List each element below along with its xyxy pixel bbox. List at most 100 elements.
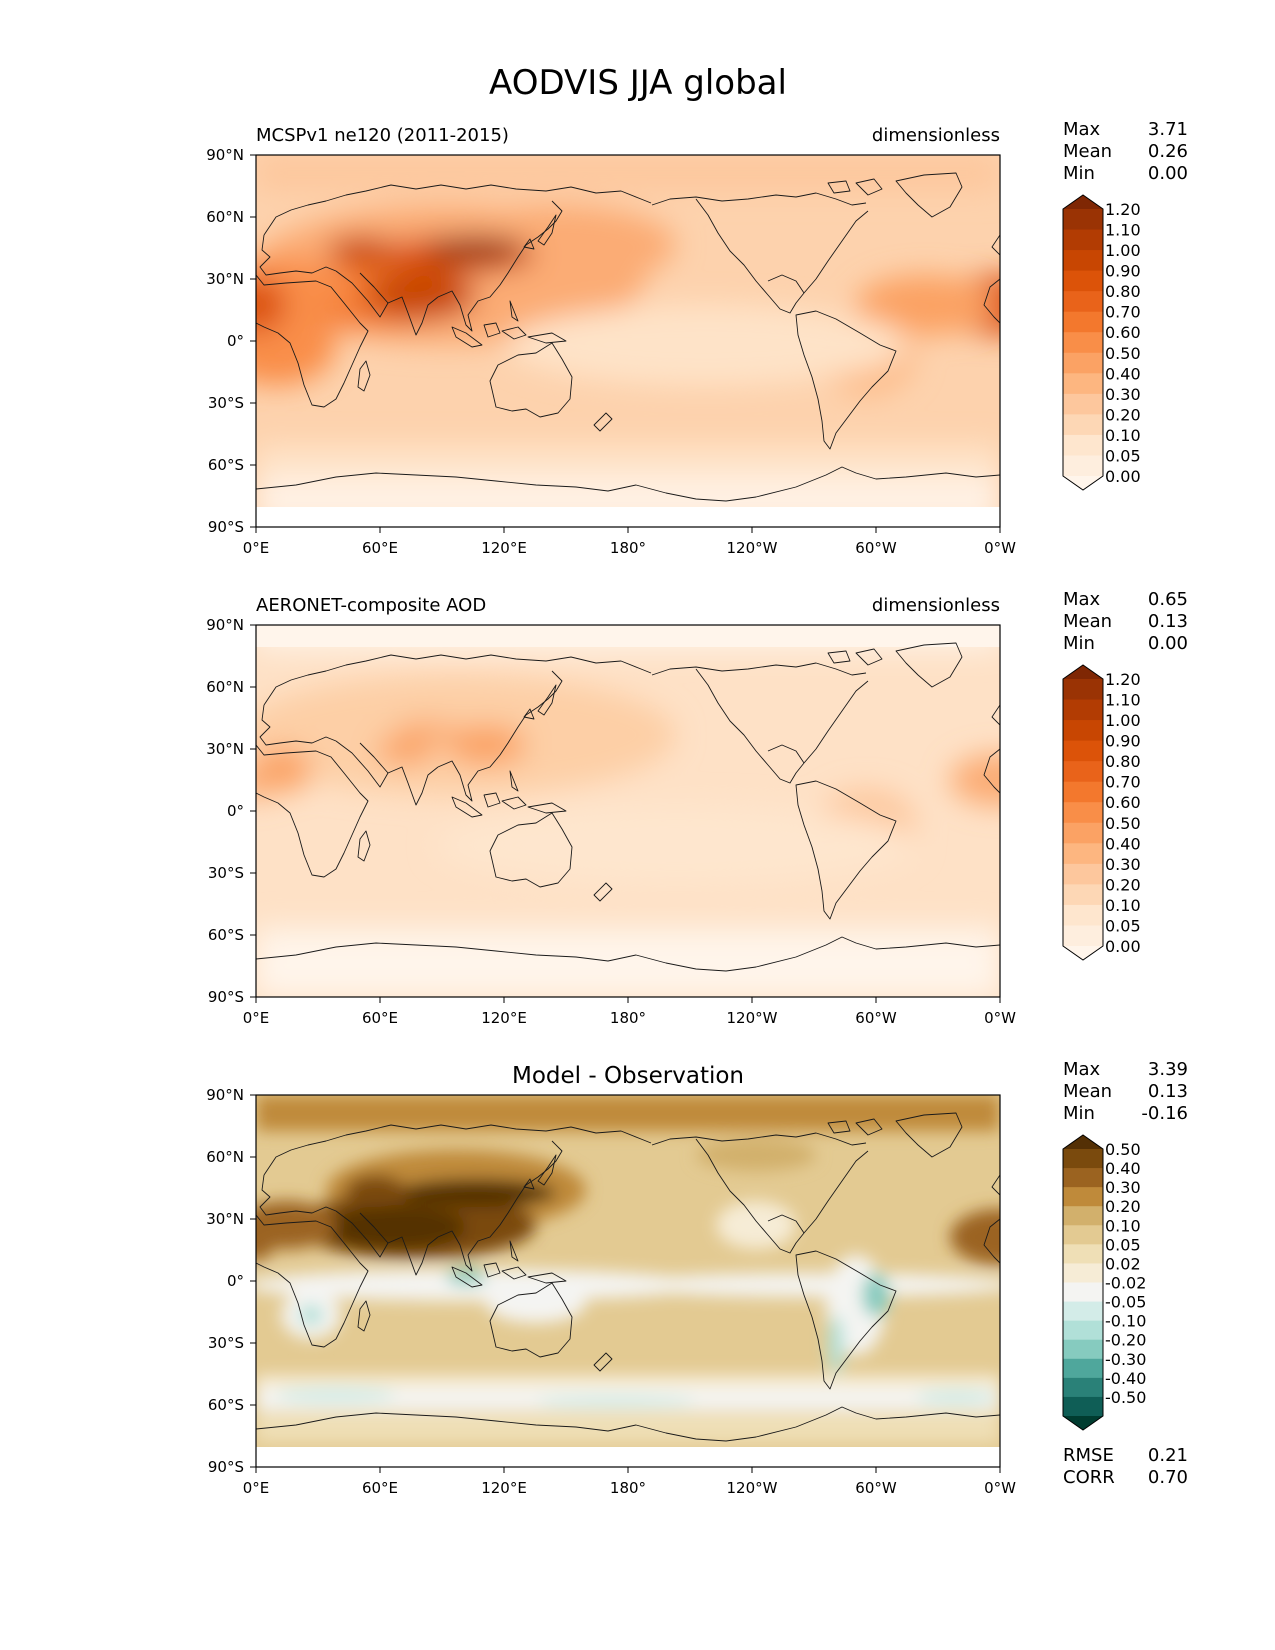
panel-left-title: AERONET-composite AOD (256, 595, 486, 616)
colorbar-tick-label: 0.50 (1105, 344, 1141, 363)
lat-tick: 60°S (208, 456, 256, 474)
panel-diff: 90°N 60°N 30°N 0° 30°S 60°S 90°S 0°E 60°… (206, 1063, 1016, 1497)
lat-tick: 60°N (206, 208, 256, 226)
svg-text:90°S: 90°S (208, 1458, 244, 1476)
svg-text:60°W: 60°W (855, 1009, 897, 1027)
colorbar-tick-label: 0.20 (1105, 875, 1141, 894)
svg-text:60°W: 60°W (855, 1479, 897, 1497)
colorbar-swatch (1063, 291, 1103, 313)
colorbar-tick-label: 1.00 (1105, 711, 1141, 730)
lat-tick: 0° (227, 332, 256, 350)
stats-diff: Max 3.39 Mean 0.13 Min -0.16 (1063, 1059, 1188, 1124)
lon-tick: 180° (610, 527, 646, 557)
svg-text:0°W: 0°W (984, 539, 1016, 557)
colorbar-tick-label: 0.05 (1105, 916, 1141, 935)
lon-tick: 60°W (855, 1467, 897, 1497)
colorbar-swatch (1063, 1320, 1103, 1341)
colorbar-tick-label: -0.40 (1105, 1369, 1146, 1388)
lon-tick: 120°W (727, 1467, 778, 1497)
lon-tick: 120°E (481, 1467, 527, 1497)
svg-text:Mean: Mean (1063, 1081, 1112, 1102)
colorbar-swatch (1063, 1377, 1103, 1398)
lon-tick: 0°E (243, 1467, 269, 1497)
colorbar-swatch (1063, 1301, 1103, 1322)
colorbar-swatch (1063, 311, 1103, 333)
panel-units: dimensionless (872, 125, 1000, 146)
colorbar-swatch (1063, 209, 1103, 231)
colorbar-tick-label: 1.10 (1105, 691, 1141, 710)
svg-text:30°N: 30°N (206, 270, 244, 288)
colorbar-tick-label: 0.30 (1105, 1178, 1141, 1197)
map-field-model (256, 155, 1000, 527)
svg-text:60°E: 60°E (362, 1009, 398, 1027)
colorbar-swatch (1063, 781, 1103, 803)
svg-text:Max: Max (1063, 589, 1101, 610)
colorbar-tick-label: 0.10 (1105, 1216, 1141, 1235)
svg-text:120°E: 120°E (481, 1479, 527, 1497)
map-field-obs (256, 625, 1000, 997)
svg-text:60°N: 60°N (206, 208, 244, 226)
svg-text:0.13: 0.13 (1148, 611, 1188, 632)
lon-tick: 120°E (481, 997, 527, 1027)
svg-text:Min: Min (1063, 163, 1095, 184)
colorbar-tick-label: 0.70 (1105, 303, 1141, 322)
colorbar-tick-label: -0.20 (1105, 1331, 1146, 1350)
lat-tick: 90°N (206, 616, 256, 634)
colorbar-swatch (1063, 352, 1103, 374)
lon-tick: 120°W (727, 997, 778, 1027)
colorbar-swatch (1063, 414, 1103, 436)
svg-text:3.71: 3.71 (1148, 119, 1188, 140)
svg-text:120°W: 120°W (727, 539, 778, 557)
colorbar-model: 1.20 1.101.00 0.900.80 0.700.60 0.500.40 0.30… (1062, 194, 1141, 491)
svg-text:30°N: 30°N (206, 1210, 244, 1228)
figure-title: AODVIS JJA global (489, 63, 787, 103)
svg-text:Mean: Mean (1063, 611, 1112, 632)
colorbar-swatch (1063, 1206, 1103, 1226)
svg-text:30°S: 30°S (208, 394, 244, 412)
colorbar-extend-top (1063, 665, 1103, 679)
svg-text:60°N: 60°N (206, 678, 244, 696)
svg-text:60°S: 60°S (208, 1396, 244, 1414)
svg-text:30°S: 30°S (208, 864, 244, 882)
svg-text:60°S: 60°S (208, 456, 244, 474)
colorbar-tick-label: 0.40 (1105, 364, 1141, 383)
colorbar-swatch (1063, 1244, 1103, 1264)
colorbar-swatch (1063, 740, 1103, 762)
lat-tick: 30°N (206, 740, 256, 758)
colorbar-swatch (1063, 1263, 1103, 1283)
colorbar-tick-label: 0.02 (1105, 1254, 1141, 1273)
lon-tick: 60°W (855, 527, 897, 557)
svg-text:Min: Min (1063, 1103, 1095, 1124)
colorbar-swatch (1063, 455, 1103, 477)
lat-tick: 30°S (208, 1334, 256, 1352)
colorbar-tick-label: -0.10 (1105, 1312, 1146, 1331)
colorbar-swatch (1063, 925, 1103, 947)
colorbar-swatch (1063, 1225, 1103, 1245)
lat-tick: 0° (227, 1272, 256, 1290)
lat-tick: 60°N (206, 1148, 256, 1166)
colorbar-swatch (1063, 270, 1103, 292)
colorbar-swatch (1063, 1187, 1103, 1207)
colorbar-tick-label: 0.50 (1105, 814, 1141, 833)
svg-text:90°N: 90°N (206, 146, 244, 164)
colorbar-tick-label: 0.40 (1105, 834, 1141, 853)
svg-text:Max: Max (1063, 1059, 1101, 1080)
lon-tick: 120°W (727, 527, 778, 557)
colorbar-extend-top (1063, 1135, 1103, 1149)
lon-tick: 180° (610, 997, 646, 1027)
svg-text:60°E: 60°E (362, 539, 398, 557)
colorbar-tick-label: 0.10 (1105, 426, 1141, 445)
lat-tick: 90°N (206, 146, 256, 164)
colorbar-swatch (1063, 843, 1103, 865)
lat-tick: 30°N (206, 1210, 256, 1228)
colorbar-extend-bottom (1063, 1416, 1103, 1430)
svg-text:120°W: 120°W (727, 1479, 778, 1497)
colorbar-swatch (1063, 822, 1103, 844)
colorbar-tick-label: 0.90 (1105, 262, 1141, 281)
lat-tick: 0° (227, 802, 256, 820)
svg-text:180°: 180° (610, 539, 646, 557)
map-field-diff (256, 1095, 1000, 1467)
colorbar-extend-bottom (1063, 476, 1103, 490)
colorbar-tick-label: 0.20 (1105, 1197, 1141, 1216)
